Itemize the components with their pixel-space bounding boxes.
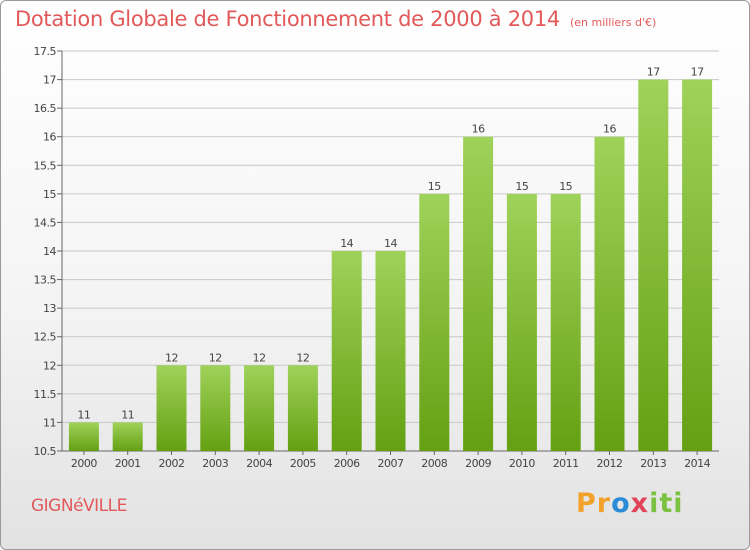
- bar: [244, 365, 275, 451]
- x-tick-label: 2008: [421, 457, 447, 470]
- bar-value-label: 15: [428, 180, 441, 193]
- y-tick-label: 13: [43, 302, 56, 315]
- x-tick-label: 2005: [290, 457, 316, 470]
- bar-value-label: 16: [603, 123, 616, 136]
- y-tick-label: 17: [43, 74, 56, 87]
- chart-title: Dotation Globale de Fonctionnement de 20…: [15, 7, 656, 31]
- bar: [594, 136, 625, 451]
- y-tick-label: 15: [43, 188, 56, 201]
- y-tick-label: 12.5: [34, 331, 57, 344]
- x-tick-label: 2014: [684, 457, 710, 470]
- bar: [287, 365, 318, 451]
- bar: [463, 136, 494, 451]
- y-tick-label: 16.5: [34, 102, 57, 115]
- bar: [638, 79, 669, 452]
- y-tick-label: 14.5: [34, 216, 57, 229]
- bar: [506, 193, 537, 451]
- bar: [682, 79, 713, 452]
- logo-part-1: Pr: [576, 488, 612, 519]
- commune-name: GIGNéVILLE: [31, 496, 127, 516]
- y-tick-label: 14: [43, 245, 56, 258]
- bar-value-label: 11: [77, 408, 90, 421]
- bar: [550, 193, 581, 451]
- y-tick-label: 16: [43, 131, 56, 144]
- bar-value-label: 16: [472, 123, 485, 136]
- bar-value-label: 12: [253, 351, 266, 364]
- y-tick-label: 12: [43, 359, 56, 372]
- bar: [375, 251, 406, 451]
- bar: [68, 422, 99, 451]
- bar-value-label: 14: [340, 237, 353, 250]
- y-tick-label: 13.5: [34, 274, 57, 287]
- x-tick-label: 2006: [334, 457, 360, 470]
- logo-part-4: iti: [649, 488, 684, 519]
- bar-value-label: 15: [559, 180, 572, 193]
- bar-value-label: 11: [121, 408, 134, 421]
- bar-value-label: 15: [515, 180, 528, 193]
- bar: [200, 365, 231, 451]
- y-tick-label: 11.5: [34, 388, 57, 401]
- x-tick-label: 2007: [378, 457, 404, 470]
- x-tick-label: 2011: [553, 457, 579, 470]
- x-tick-label: 2002: [159, 457, 185, 470]
- y-tick-label: 11: [43, 416, 56, 429]
- y-tick-label: 10.5: [34, 445, 57, 458]
- bar-value-label: 17: [691, 66, 704, 79]
- x-tick-label: 2000: [71, 457, 97, 470]
- bar: [112, 422, 143, 451]
- chart-unit: (en milliers d'€): [569, 16, 657, 29]
- logo-part-2: o: [611, 488, 631, 519]
- bar: [419, 193, 450, 451]
- x-tick-label: 2009: [465, 457, 491, 470]
- x-tick-label: 2010: [509, 457, 535, 470]
- y-tick-label: 15.5: [34, 159, 57, 172]
- chart-title-text: Dotation Globale de Fonctionnement de 20…: [15, 7, 560, 31]
- bar: [156, 365, 187, 451]
- x-tick-label: 2012: [597, 457, 623, 470]
- bar-value-label: 12: [209, 351, 222, 364]
- logo-part-3: x: [630, 488, 650, 519]
- y-tick-label: 17.5: [34, 45, 57, 58]
- bar-value-label: 12: [296, 351, 309, 364]
- x-tick-label: 2001: [115, 457, 141, 470]
- x-tick-label: 2003: [202, 457, 228, 470]
- bar-value-label: 17: [647, 66, 660, 79]
- x-tick-label: 2013: [640, 457, 666, 470]
- bar-value-label: 12: [165, 351, 178, 364]
- x-tick-label: 2004: [246, 457, 272, 470]
- bar-value-label: 14: [384, 237, 397, 250]
- bar: [331, 251, 362, 451]
- proxiti-logo: Proxiti: [576, 488, 684, 519]
